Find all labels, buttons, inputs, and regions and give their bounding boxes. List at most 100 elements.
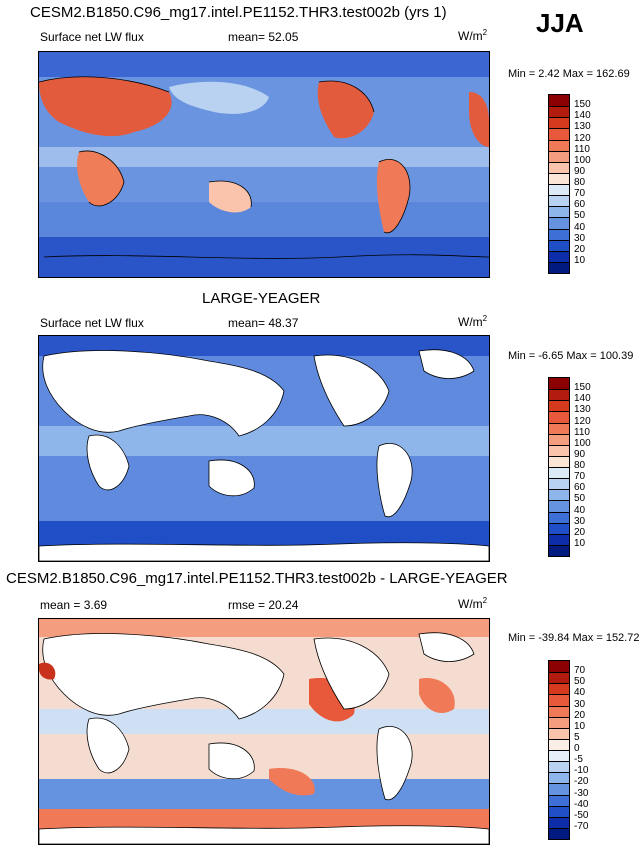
colorbar-tick-label: 110	[574, 143, 590, 155]
colorbar-segment	[549, 772, 569, 784]
colorbar-segment	[549, 378, 569, 390]
panel1-colorbar	[548, 94, 570, 274]
colorbar-tick-label: 0	[574, 743, 580, 754]
colorbar-segment	[549, 400, 569, 412]
colorbar-segment	[549, 816, 569, 828]
colorbar-segment	[549, 150, 569, 162]
colorbar-tick-label: 10	[574, 254, 586, 266]
season-label: JJA	[536, 8, 584, 38]
colorbar-tick-label: 70	[574, 188, 586, 200]
colorbar-segment	[549, 794, 569, 806]
colorbar-tick-label: 140	[574, 393, 591, 405]
colorbar-tick-label: 80	[574, 177, 586, 188]
colorbar-tick-label: 120	[574, 132, 591, 144]
panel1-variable-label: Surface net LW flux	[40, 30, 144, 44]
colorbar-segment	[549, 783, 569, 795]
colorbar-segment	[549, 411, 569, 423]
colorbar-tick-label: 10	[574, 720, 586, 732]
panel1-units: W/m2	[458, 28, 488, 43]
colorbar-segment	[549, 161, 569, 173]
colorbar-segment	[549, 511, 569, 523]
colorbar-tick-label: -50	[574, 809, 589, 821]
panel1-minmax: Min = 2.42 Max = 162.69	[508, 68, 630, 80]
colorbar-tick-label: -5	[574, 754, 583, 766]
panel3-mean-label: mean = 3.69	[40, 598, 108, 612]
colorbar-segment	[549, 139, 569, 151]
colorbar-segment	[549, 805, 569, 817]
colorbar-segment	[549, 184, 569, 196]
colorbar-segment	[549, 444, 569, 456]
colorbar-tick-label: 120	[574, 415, 591, 427]
colorbar-segment	[549, 128, 569, 140]
colorbar-tick-label: 40	[574, 221, 586, 233]
panel2-colorbar	[548, 377, 570, 557]
panel3-minmax: Min = -39.84 Max = 152.72	[508, 632, 640, 644]
colorbar-segment	[549, 206, 569, 218]
colorbar-tick-label: 140	[574, 110, 591, 122]
colorbar-segment	[549, 694, 569, 706]
colorbar-segment	[549, 106, 569, 118]
colorbar-segment	[549, 672, 569, 684]
colorbar-tick-label: 30	[574, 698, 586, 710]
panel2-mean-label: mean= 48.37	[228, 316, 299, 330]
colorbar-tick-label: 110	[574, 426, 590, 438]
colorbar-segment	[549, 117, 569, 129]
colorbar-tick-label: 20	[574, 709, 586, 721]
colorbar-tick-label: 90	[574, 165, 586, 177]
colorbar-segment	[549, 500, 569, 512]
panel2-minmax: Min = -6.65 Max = 100.39	[508, 350, 634, 362]
colorbar-segment	[549, 827, 569, 839]
panel2-variable-label: Surface net LW flux	[40, 316, 144, 330]
colorbar-tick-label: 150	[574, 99, 591, 111]
colorbar-segment	[549, 261, 569, 273]
colorbar-tick-label: 50	[574, 676, 586, 688]
colorbar-segment	[549, 239, 569, 251]
colorbar-tick-label: 70	[574, 471, 586, 483]
colorbar-segment	[549, 228, 569, 240]
colorbar-tick-label: 70	[574, 665, 586, 677]
colorbar-segment	[549, 544, 569, 556]
colorbar-tick-label: 150	[574, 382, 591, 394]
colorbar-segment	[549, 705, 569, 717]
colorbar-segment	[549, 522, 569, 534]
colorbar-tick-label: 50	[574, 210, 586, 222]
colorbar-segment	[549, 761, 569, 773]
colorbar-tick-label: 30	[574, 232, 586, 244]
colorbar-segment	[549, 750, 569, 762]
panel3-units: W/m2	[458, 596, 488, 611]
colorbar-tick-label: -70	[574, 820, 589, 832]
colorbar-tick-label: 100	[574, 154, 591, 166]
colorbar-segment	[549, 661, 569, 673]
panel1-map	[38, 51, 490, 278]
colorbar-segment	[549, 389, 569, 401]
colorbar-tick-label: -30	[574, 787, 589, 799]
colorbar-segment	[549, 172, 569, 184]
colorbar-tick-label: 30	[574, 515, 586, 527]
colorbar-segment	[549, 195, 569, 207]
panel3-rmse-label: rmse = 20.24	[228, 598, 299, 612]
panel3-map	[38, 618, 490, 845]
colorbar-segment	[549, 250, 569, 262]
colorbar-segment	[549, 533, 569, 545]
panel1-title: CESM2.B1850.C96_mg17.intel.PE1152.THR3.t…	[30, 4, 447, 21]
colorbar-segment	[549, 95, 569, 107]
colorbar-tick-label: 40	[574, 504, 586, 516]
panel2-map	[38, 335, 490, 562]
colorbar-tick-label: 100	[574, 437, 591, 449]
panel1-mean-label: mean= 52.05	[228, 30, 299, 44]
colorbar-segment	[549, 422, 569, 434]
colorbar-tick-label: 130	[574, 121, 591, 133]
colorbar-segment	[549, 217, 569, 229]
panel2-title: LARGE-YEAGER	[202, 290, 321, 307]
colorbar-tick-label: 90	[574, 448, 586, 460]
colorbar-segment	[549, 683, 569, 695]
colorbar-tick-label: 20	[574, 526, 586, 538]
colorbar-tick-label: 60	[574, 199, 586, 211]
colorbar-tick-label: 80	[574, 460, 586, 471]
colorbar-tick-label: 40	[574, 687, 586, 699]
colorbar-segment	[549, 478, 569, 490]
colorbar-tick-label: 5	[574, 731, 580, 743]
colorbar-segment	[549, 455, 569, 467]
panel2-units: W/m2	[458, 314, 488, 329]
colorbar-segment	[549, 489, 569, 501]
